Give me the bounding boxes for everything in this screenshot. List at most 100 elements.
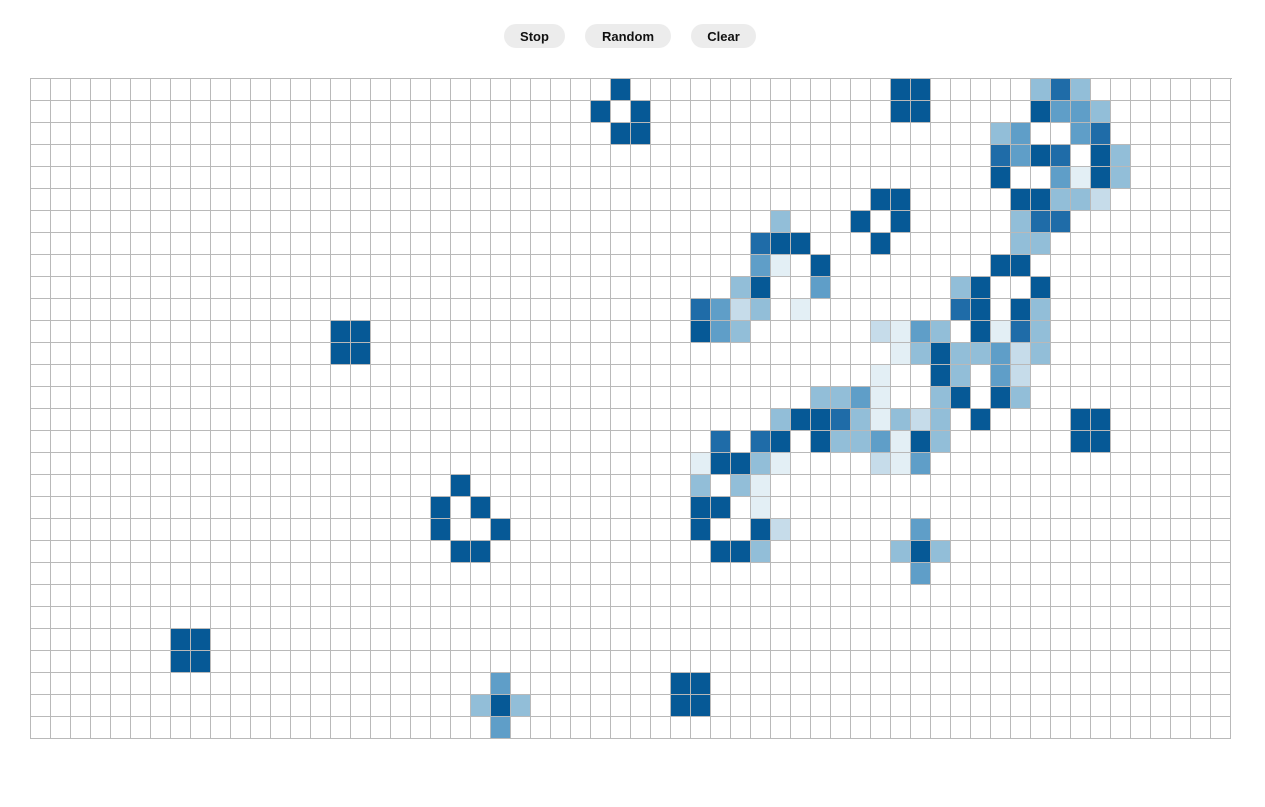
cell[interactable] bbox=[291, 167, 311, 189]
cell[interactable] bbox=[911, 299, 931, 321]
cell[interactable] bbox=[591, 651, 611, 673]
cell[interactable] bbox=[791, 145, 811, 167]
cell[interactable] bbox=[711, 211, 731, 233]
cell[interactable] bbox=[251, 563, 271, 585]
cell[interactable] bbox=[671, 431, 691, 453]
cell[interactable] bbox=[791, 79, 811, 101]
cell[interactable] bbox=[451, 629, 471, 651]
cell[interactable] bbox=[1091, 673, 1111, 695]
cell[interactable] bbox=[291, 343, 311, 365]
cell[interactable] bbox=[1111, 233, 1131, 255]
cell[interactable] bbox=[411, 629, 431, 651]
cell[interactable] bbox=[1091, 321, 1111, 343]
cell[interactable] bbox=[871, 145, 891, 167]
cell[interactable] bbox=[1191, 101, 1211, 123]
cell[interactable] bbox=[931, 695, 951, 717]
cell[interactable] bbox=[791, 585, 811, 607]
cell[interactable] bbox=[471, 431, 491, 453]
cell[interactable] bbox=[351, 277, 371, 299]
cell[interactable] bbox=[831, 123, 851, 145]
cell[interactable] bbox=[1131, 431, 1151, 453]
cell[interactable] bbox=[1011, 519, 1031, 541]
cell[interactable] bbox=[1111, 101, 1131, 123]
cell[interactable] bbox=[1071, 299, 1091, 321]
cell[interactable] bbox=[1071, 145, 1091, 167]
cell[interactable] bbox=[511, 409, 531, 431]
cell[interactable] bbox=[331, 607, 351, 629]
cell[interactable] bbox=[171, 541, 191, 563]
cell-trail[interactable] bbox=[991, 343, 1011, 365]
cell[interactable] bbox=[631, 321, 651, 343]
cell[interactable] bbox=[1011, 475, 1031, 497]
cell[interactable] bbox=[491, 607, 511, 629]
cell[interactable] bbox=[931, 255, 951, 277]
cell[interactable] bbox=[191, 717, 211, 739]
cell[interactable] bbox=[531, 365, 551, 387]
cell[interactable] bbox=[551, 541, 571, 563]
cell[interactable] bbox=[771, 673, 791, 695]
cell-trail[interactable] bbox=[1071, 123, 1091, 145]
cell[interactable] bbox=[1011, 717, 1031, 739]
cell[interactable] bbox=[971, 167, 991, 189]
cell[interactable] bbox=[611, 255, 631, 277]
cell[interactable] bbox=[211, 431, 231, 453]
cell[interactable] bbox=[311, 387, 331, 409]
cell[interactable] bbox=[1091, 79, 1111, 101]
cell[interactable] bbox=[1051, 717, 1071, 739]
cell[interactable] bbox=[991, 607, 1011, 629]
cell[interactable] bbox=[451, 101, 471, 123]
cell[interactable] bbox=[211, 321, 231, 343]
cell[interactable] bbox=[811, 585, 831, 607]
cell[interactable] bbox=[451, 585, 471, 607]
cell[interactable] bbox=[651, 431, 671, 453]
cell[interactable] bbox=[751, 607, 771, 629]
cell[interactable] bbox=[351, 717, 371, 739]
cell[interactable] bbox=[351, 211, 371, 233]
cell[interactable] bbox=[711, 475, 731, 497]
cell[interactable] bbox=[51, 79, 71, 101]
cell[interactable] bbox=[431, 651, 451, 673]
cell[interactable] bbox=[571, 189, 591, 211]
cell[interactable] bbox=[111, 277, 131, 299]
cell-trail[interactable] bbox=[891, 453, 911, 475]
cell[interactable] bbox=[911, 189, 931, 211]
cell[interactable] bbox=[831, 673, 851, 695]
cell[interactable] bbox=[31, 299, 51, 321]
cell-trail[interactable] bbox=[1051, 79, 1071, 101]
cell[interactable] bbox=[131, 101, 151, 123]
cell[interactable] bbox=[251, 343, 271, 365]
cell[interactable] bbox=[591, 233, 611, 255]
cell[interactable] bbox=[411, 497, 431, 519]
cell[interactable] bbox=[951, 607, 971, 629]
cell[interactable] bbox=[811, 365, 831, 387]
cell[interactable] bbox=[1031, 255, 1051, 277]
cell-trail[interactable] bbox=[1091, 101, 1111, 123]
cell[interactable] bbox=[931, 673, 951, 695]
cell[interactable] bbox=[1131, 651, 1151, 673]
cell[interactable] bbox=[731, 717, 751, 739]
cell[interactable] bbox=[251, 189, 271, 211]
cell[interactable] bbox=[931, 145, 951, 167]
cell[interactable] bbox=[71, 651, 91, 673]
cell[interactable] bbox=[231, 387, 251, 409]
cell[interactable] bbox=[431, 409, 451, 431]
cell[interactable] bbox=[491, 563, 511, 585]
cell[interactable] bbox=[1071, 607, 1091, 629]
cell[interactable] bbox=[851, 123, 871, 145]
cell[interactable] bbox=[71, 695, 91, 717]
cell[interactable] bbox=[571, 409, 591, 431]
cell[interactable] bbox=[451, 145, 471, 167]
cell[interactable] bbox=[431, 607, 451, 629]
cell[interactable] bbox=[671, 299, 691, 321]
cell[interactable] bbox=[411, 145, 431, 167]
cell[interactable] bbox=[1111, 563, 1131, 585]
cell[interactable] bbox=[371, 651, 391, 673]
cell[interactable] bbox=[491, 167, 511, 189]
cell[interactable] bbox=[51, 585, 71, 607]
cell[interactable] bbox=[411, 277, 431, 299]
cell-trail[interactable] bbox=[891, 541, 911, 563]
cell[interactable] bbox=[591, 475, 611, 497]
cell[interactable] bbox=[671, 365, 691, 387]
cell[interactable] bbox=[651, 145, 671, 167]
cell[interactable] bbox=[491, 453, 511, 475]
